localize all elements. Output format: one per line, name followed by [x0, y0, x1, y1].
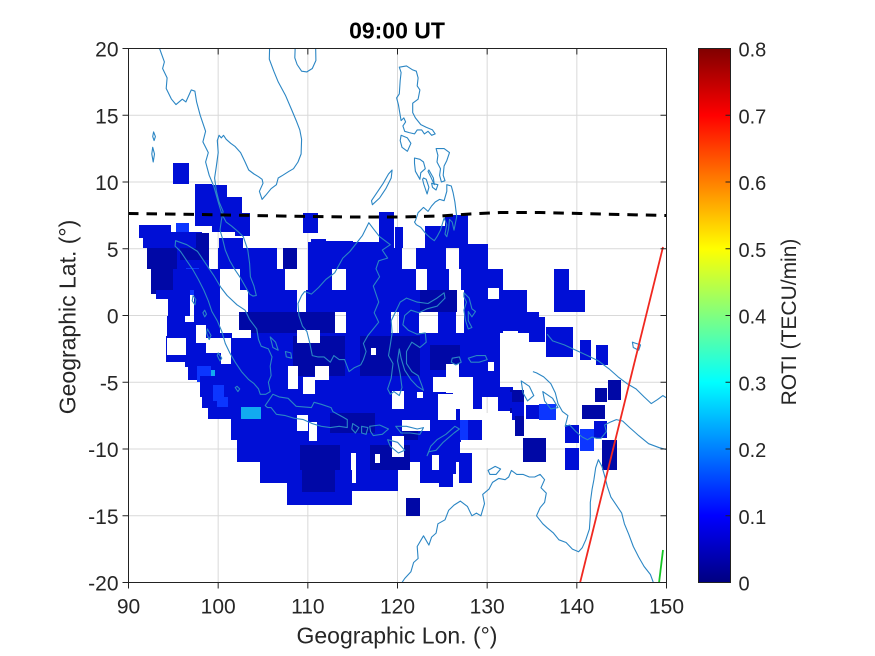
svg-text:0.2: 0.2	[739, 440, 767, 462]
svg-text:0.5: 0.5	[739, 240, 767, 262]
svg-text:20: 20	[95, 39, 118, 62]
svg-text:110: 110	[291, 596, 324, 619]
svg-text:5: 5	[107, 239, 119, 262]
svg-text:150: 150	[649, 596, 684, 619]
svg-text:-10: -10	[88, 439, 118, 462]
svg-text:-15: -15	[88, 506, 118, 529]
svg-text:15: 15	[95, 105, 118, 128]
svg-text:0.7: 0.7	[739, 106, 767, 128]
svg-text:10: 10	[95, 172, 118, 195]
svg-text:120: 120	[380, 596, 415, 619]
svg-text:130: 130	[470, 596, 505, 619]
svg-text:09:00 UT: 09:00 UT	[349, 18, 445, 44]
svg-text:140: 140	[559, 596, 594, 619]
svg-text:0.3: 0.3	[739, 373, 767, 395]
svg-text:Geographic Lat. (°): Geographic Lat. (°)	[55, 220, 81, 415]
svg-text:0.4: 0.4	[739, 307, 767, 329]
svg-text:ROTI (TECU/min): ROTI (TECU/min)	[778, 239, 801, 406]
svg-text:0: 0	[107, 306, 119, 329]
svg-text:0: 0	[739, 574, 750, 596]
svg-text:0.6: 0.6	[739, 173, 767, 195]
svg-text:Geographic Lon. (°): Geographic Lon. (°)	[297, 623, 498, 649]
svg-text:0.8: 0.8	[739, 40, 767, 62]
svg-text:100: 100	[201, 596, 236, 619]
svg-text:90: 90	[117, 596, 140, 619]
svg-text:0.1: 0.1	[739, 507, 767, 529]
svg-text:-20: -20	[88, 573, 118, 596]
svg-text:-5: -5	[100, 372, 119, 395]
